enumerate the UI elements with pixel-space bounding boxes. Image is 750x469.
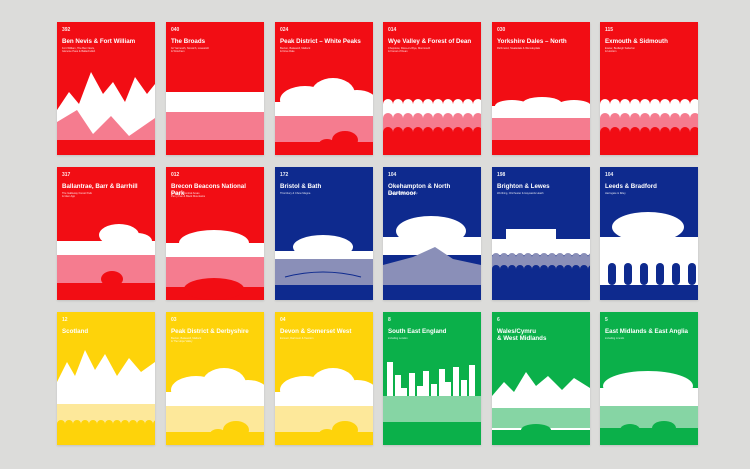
poster-title: Bristol & Bath bbox=[280, 183, 322, 190]
poster-card[interactable]: 03 Peak District & Derbyshire Buxton, Ba… bbox=[166, 312, 264, 445]
poster-title: Leeds & Bradford bbox=[605, 183, 657, 190]
poster-illustration bbox=[383, 216, 481, 300]
poster-illustration bbox=[383, 99, 481, 155]
poster-number: 392 bbox=[62, 27, 71, 33]
poster-card[interactable]: 6 Wales/Cymru & West Midlands bbox=[492, 312, 590, 445]
poster-title: Scotland bbox=[62, 328, 89, 335]
poster-card[interactable]: 024 Peak District – White Peaks Buxton, … bbox=[275, 22, 373, 155]
poster-title: Okehampton & North Dartmoor bbox=[388, 183, 451, 197]
poster-subtitle: Exmoor, Dartmoor & Taunton bbox=[280, 337, 314, 340]
poster-subtitle: Richmond, Swaledale & Wensleydale bbox=[497, 47, 541, 50]
poster-illustration bbox=[57, 224, 155, 300]
poster-title: Wales/Cymru & West Midlands bbox=[497, 328, 547, 342]
poster-subtitle: The Galloway Forest Park & Glen App bbox=[62, 192, 92, 199]
poster-title: Wye Valley & Forest of Dean bbox=[388, 38, 472, 45]
poster-card[interactable]: 012 Brecon Beacons National Park Western… bbox=[166, 167, 264, 300]
poster-subtitle: Chepstow, Ross-on-Wye, Monmouth & Forest … bbox=[388, 47, 431, 54]
poster-illustration bbox=[166, 92, 264, 140]
poster-illustration bbox=[166, 230, 264, 300]
poster-title: Yorkshire Dales – North bbox=[497, 38, 567, 45]
poster-illustration bbox=[492, 372, 590, 445]
poster-subtitle: Exeter, Budleigh Salterton & Honiton bbox=[605, 47, 635, 54]
poster-subtitle: including London bbox=[388, 337, 408, 340]
poster-title: The Broads bbox=[171, 38, 206, 45]
poster-number: 03 bbox=[171, 317, 177, 323]
poster-number: 104 bbox=[605, 172, 614, 178]
poster-card[interactable]: 040 The Broads Gt Yarmouth, Norwich, Low… bbox=[166, 22, 264, 155]
poster-card[interactable]: 12 Scotland bbox=[57, 312, 155, 445]
poster-title: Exmouth & Sidmouth bbox=[605, 38, 668, 45]
poster-card[interactable]: 04 Devon & Somerset West Exmoor, Dartmoo… bbox=[275, 312, 373, 445]
poster-subtitle: Harrogate & Ilkley bbox=[605, 192, 626, 195]
poster-subtitle: Chagford & Bovey Tracey bbox=[388, 192, 418, 195]
poster-illustration bbox=[275, 368, 373, 445]
poster-card[interactable]: 198 Brighton & Lewes Worthing, Chicheste… bbox=[492, 167, 590, 300]
poster-illustration bbox=[600, 99, 698, 155]
poster-title: South East England bbox=[388, 328, 447, 335]
poster-subtitle: Buxton, Bakewell, Matlock & The Hope Vall… bbox=[171, 337, 202, 344]
poster-illustration bbox=[57, 72, 155, 155]
poster-number: 012 bbox=[171, 172, 180, 178]
poster-illustration bbox=[57, 350, 155, 445]
poster-illustration bbox=[383, 362, 481, 445]
poster-illustration bbox=[600, 371, 698, 445]
poster-card[interactable]: 392 Ben Nevis & Fort William Fort Willia… bbox=[57, 22, 155, 155]
poster-title: Ben Nevis & Fort William bbox=[62, 38, 136, 45]
poster-number: 12 bbox=[62, 317, 68, 323]
poster-title: Peak District – White Peaks bbox=[280, 38, 361, 45]
poster-illustration bbox=[492, 97, 590, 140]
poster-illustration bbox=[166, 368, 264, 445]
poster-illustration bbox=[600, 212, 698, 300]
poster-card[interactable]: 104 Leeds & Bradford Harrogate & Ilkley bbox=[600, 167, 698, 300]
poster-number: 04 bbox=[280, 317, 286, 323]
poster-card[interactable]: 172 Bristol & Bath Thornbury & Chew Magn… bbox=[275, 167, 373, 300]
poster-title: Devon & Somerset West bbox=[280, 328, 352, 335]
poster-card[interactable]: 317 Ballantrae, Barr & Barrhill The Gall… bbox=[57, 167, 155, 300]
poster-illustration bbox=[275, 78, 373, 155]
poster-title: East Midlands & East Anglia bbox=[605, 328, 688, 335]
poster-subtitle: Gt Yarmouth, Norwich, Lowestoft & Wroxham bbox=[171, 47, 209, 54]
poster-number: 6 bbox=[497, 317, 500, 323]
poster-number: 172 bbox=[280, 172, 289, 178]
poster-number: 030 bbox=[497, 27, 506, 33]
poster-number: 104 bbox=[388, 172, 397, 178]
poster-card[interactable]: 8 South East England including London bbox=[383, 312, 481, 445]
poster-subtitle: Fort William, The Ben Nevis, Glencoe Pass… bbox=[62, 47, 96, 54]
poster-title: Brighton & Lewes bbox=[497, 183, 550, 190]
poster-card[interactable]: 5 East Midlands & East Anglia including … bbox=[600, 312, 698, 445]
poster-illustration bbox=[492, 229, 590, 300]
poster-number: 8 bbox=[388, 317, 391, 323]
poster-number: 115 bbox=[605, 27, 614, 33]
poster-title: Brecon Beacons National Park bbox=[171, 183, 246, 197]
poster-subtitle: including Lincoln bbox=[605, 337, 625, 340]
poster-number: 040 bbox=[171, 27, 180, 33]
poster-card[interactable]: 115 Exmouth & Sidmouth Exeter, Budleigh … bbox=[600, 22, 698, 155]
poster-number: 024 bbox=[280, 27, 289, 33]
poster-subtitle: Buxton, Bakewell, Matlock & Dove Dale bbox=[280, 47, 311, 54]
poster-card[interactable]: 104 Okehampton & North Dartmoor Chagford… bbox=[383, 167, 481, 300]
poster-card[interactable]: 030 Yorkshire Dales – North Richmond, Sw… bbox=[492, 22, 590, 155]
poster-number: 5 bbox=[605, 317, 608, 323]
poster-title: Peak District & Derbyshire bbox=[171, 328, 249, 335]
poster-number: 014 bbox=[388, 27, 397, 33]
poster-illustration bbox=[275, 235, 373, 300]
poster-number: 198 bbox=[497, 172, 506, 178]
poster-subtitle: Worthing, Chichester & Haywards Heath bbox=[497, 192, 544, 195]
poster-subtitle: Western & Central Areas Pen y Fan & Black… bbox=[171, 192, 206, 199]
poster-card[interactable]: 014 Wye Valley & Forest of Dean Chepstow… bbox=[383, 22, 481, 155]
poster-title: Ballantrae, Barr & Barrhill bbox=[62, 183, 138, 190]
poster-number: 317 bbox=[62, 172, 71, 178]
poster-subtitle: Thornbury & Chew Magna bbox=[280, 192, 311, 195]
